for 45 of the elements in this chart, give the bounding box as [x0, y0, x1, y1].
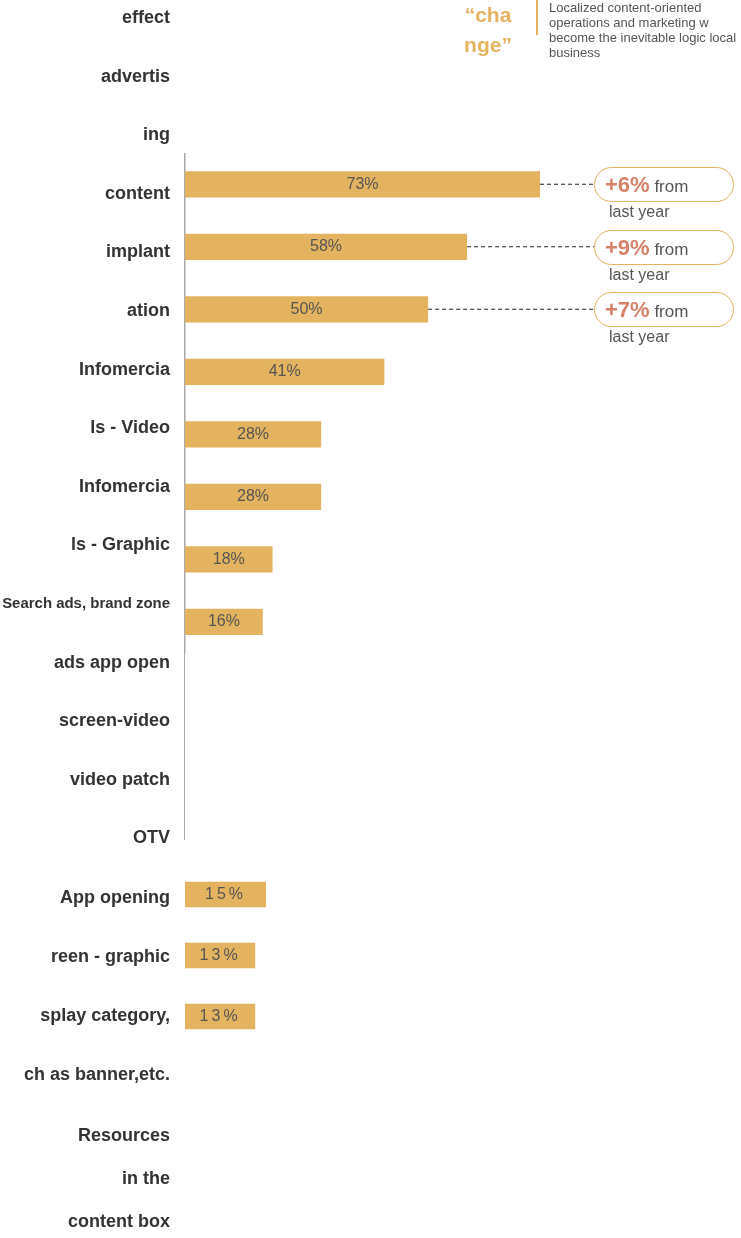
text: +6% from last year [604, 171, 690, 223]
text: ing [143, 123, 170, 146]
data-label: 16% [207, 612, 240, 630]
text: ch as banner,etc. [23, 1063, 170, 1085]
text: video patch [69, 767, 170, 790]
text: OTV [132, 826, 170, 849]
text: App opening [60, 886, 170, 908]
data-label: 41% [268, 362, 301, 380]
text: +9% from last year [604, 233, 690, 285]
text: implant [105, 240, 170, 263]
text: ls - Video [90, 416, 170, 439]
data-label: 58% [310, 237, 343, 255]
bar [185, 421, 322, 448]
data-label: 28% [237, 487, 270, 505]
data-label: 50% [290, 299, 323, 317]
data-label: 73% [346, 174, 379, 192]
text: splay category, [40, 1004, 170, 1026]
text: +7% from last year [604, 296, 690, 348]
text: screen-video [58, 709, 170, 732]
text: Infomercia [78, 474, 170, 497]
data-label: 28% [237, 424, 270, 442]
text: ls - Graphic [70, 533, 170, 556]
text: ads app open [53, 650, 170, 673]
bar [185, 171, 540, 198]
bar [185, 483, 322, 510]
bar [185, 296, 429, 323]
text: reen - graphic [50, 945, 170, 967]
chart-title: “cha nge” [463, 2, 513, 58]
data-label: 18% [212, 549, 245, 567]
bar [185, 233, 468, 260]
text: content box [68, 1210, 170, 1232]
text: Infomercia [78, 357, 170, 380]
text: advertis [100, 64, 170, 87]
data-label: 13% [199, 1006, 241, 1024]
text: content [105, 181, 170, 204]
text: Resources [77, 1124, 170, 1146]
text: Localized content-oriented operations and marketing w become the inevitable logic local business [549, 0, 738, 60]
bar [185, 358, 385, 385]
text: Search ads, brand zone [2, 593, 170, 613]
data-label: 13% [199, 945, 241, 963]
bar [185, 546, 273, 573]
text: effect [121, 6, 170, 28]
text: ation [127, 299, 170, 321]
data-label: 15% [204, 884, 247, 902]
text: in the [122, 1167, 170, 1189]
